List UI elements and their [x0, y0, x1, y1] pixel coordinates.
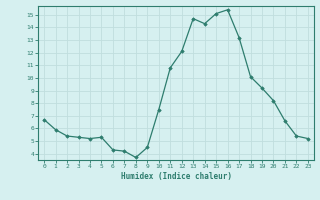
X-axis label: Humidex (Indice chaleur): Humidex (Indice chaleur) [121, 172, 231, 181]
